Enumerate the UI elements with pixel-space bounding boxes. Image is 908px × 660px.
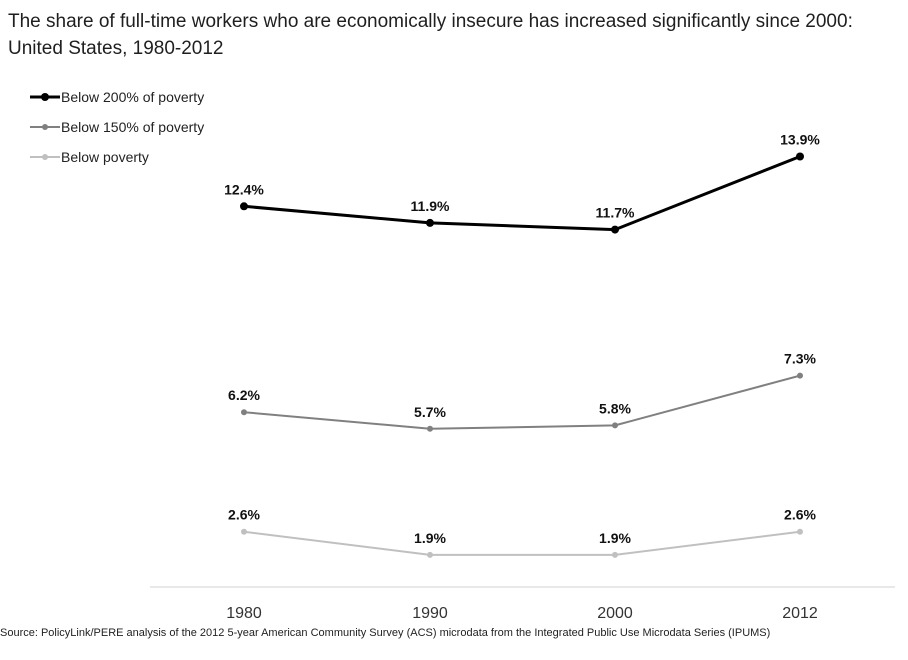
data-point-below-poverty-1990 bbox=[427, 551, 433, 558]
series-below-200-of-poverty: 12.4% 11.9% 11.7% 13.9% bbox=[224, 132, 820, 234]
series-line-below-200-of-poverty bbox=[243, 155, 801, 232]
data-label-below-200-of-poverty-2012: 13.9% bbox=[780, 132, 820, 148]
data-point-below-150-of-poverty-1990 bbox=[427, 425, 433, 432]
series-line-below-poverty bbox=[243, 530, 801, 556]
data-label-below-poverty-1980: 2.6% bbox=[228, 507, 260, 523]
data-label-below-poverty-1990: 1.9% bbox=[414, 530, 446, 546]
data-point-below-200-of-poverty-2012 bbox=[796, 152, 804, 161]
data-point-below-poverty-1980 bbox=[241, 528, 247, 535]
series-below-poverty: 2.6% 1.9% 1.9% 2.6% bbox=[228, 507, 817, 558]
data-point-below-poverty-2012 bbox=[797, 528, 803, 535]
data-point-below-200-of-poverty-2000 bbox=[611, 225, 619, 234]
series-below-150-of-poverty: 6.2% 5.7% 5.8% 7.3% bbox=[228, 351, 817, 432]
data-label-below-200-of-poverty-1990: 11.9% bbox=[411, 198, 450, 214]
data-label-below-poverty-2000: 1.9% bbox=[599, 530, 631, 546]
series-line-below-150-of-poverty bbox=[243, 374, 801, 430]
data-point-below-poverty-2000 bbox=[612, 551, 618, 558]
data-point-below-200-of-poverty-1990 bbox=[426, 218, 434, 227]
legend-label: Below 150% of poverty bbox=[61, 119, 204, 135]
data-point-below-150-of-poverty-1980 bbox=[241, 409, 247, 416]
legend-item-below-150-of-poverty: Below 150% of poverty bbox=[30, 119, 204, 135]
data-label-below-200-of-poverty-1980: 12.4% bbox=[224, 181, 264, 197]
data-point-below-150-of-poverty-2000 bbox=[612, 422, 618, 429]
legend-marker bbox=[42, 124, 48, 130]
legend-label: Below 200% of poverty bbox=[61, 89, 204, 105]
series-layer: 12.4% 11.9% 11.7% 13.9% 6.2% 5.7% 5.8% 7.3% 2.6%… bbox=[224, 132, 820, 558]
line-chart: Below 200% of poverty Below 150% of pover… bbox=[30, 89, 895, 622]
data-point-below-200-of-poverty-1980 bbox=[240, 202, 248, 211]
data-label-below-poverty-2012: 2.6% bbox=[784, 507, 816, 523]
data-label-below-150-of-poverty-1990: 5.7% bbox=[414, 404, 446, 420]
data-label-below-150-of-poverty-2012: 7.3% bbox=[784, 351, 816, 367]
x-axis-ticks: 1980 1990 2000 2012 bbox=[226, 605, 818, 622]
data-point-below-150-of-poverty-2012 bbox=[797, 372, 803, 379]
x-tick-label-2012: 2012 bbox=[782, 605, 818, 622]
source-note: Source: PolicyLink/PERE analysis of the … bbox=[0, 627, 771, 639]
legend-item-below-200-of-poverty: Below 200% of poverty bbox=[30, 89, 204, 105]
data-label-below-150-of-poverty-2000: 5.8% bbox=[599, 400, 631, 416]
legend-marker bbox=[41, 93, 49, 101]
x-tick-label-1980: 1980 bbox=[226, 605, 262, 622]
legend-label: Below poverty bbox=[61, 149, 149, 165]
data-label-below-200-of-poverty-2000: 11.7% bbox=[596, 205, 635, 221]
legend-item-below-poverty: Below poverty bbox=[30, 149, 149, 165]
x-tick-label-2000: 2000 bbox=[597, 605, 633, 622]
x-tick-label-1990: 1990 bbox=[412, 605, 448, 622]
data-label-below-150-of-poverty-1980: 6.2% bbox=[228, 387, 260, 403]
legend: Below 200% of poverty Below 150% of pover… bbox=[30, 89, 204, 165]
chart-title: The share of full-time workers who are e… bbox=[8, 11, 853, 59]
legend-marker bbox=[42, 154, 48, 160]
